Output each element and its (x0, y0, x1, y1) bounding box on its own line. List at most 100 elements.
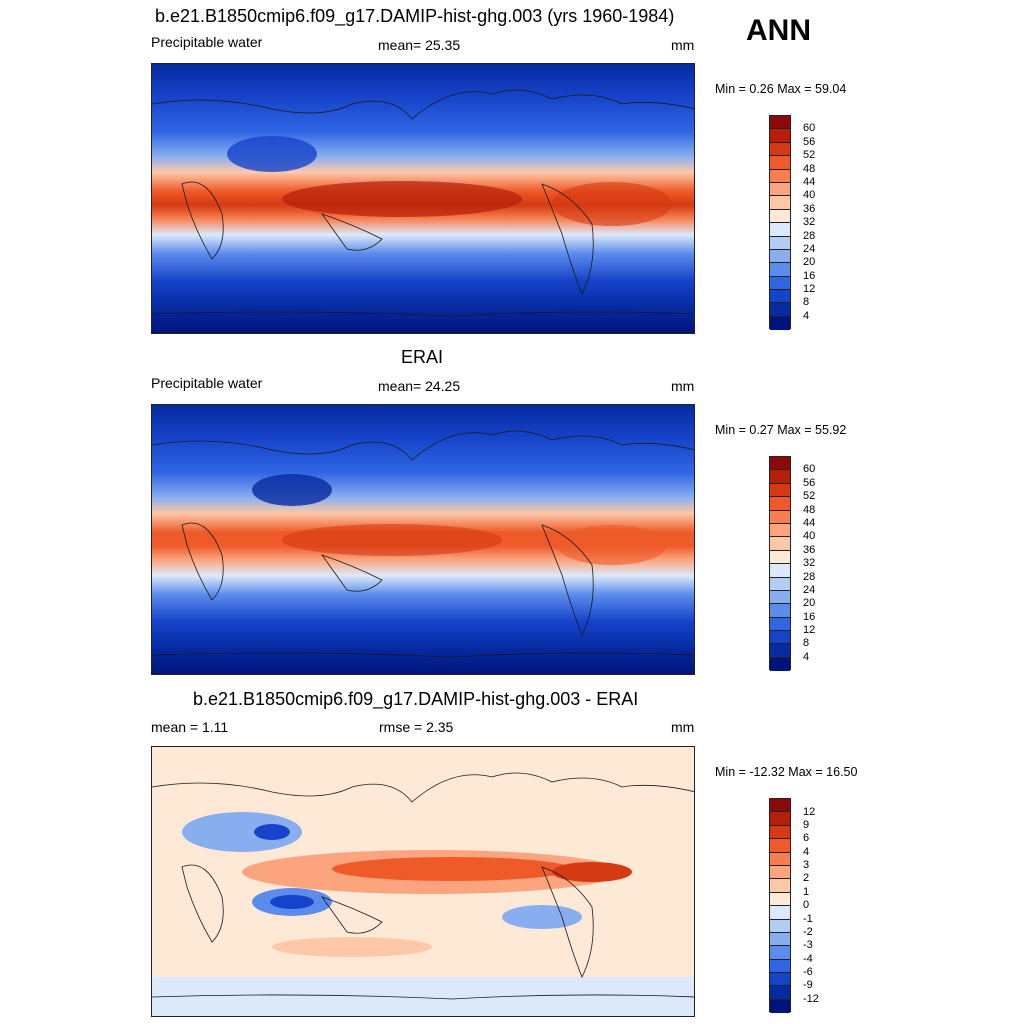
panel3-colorbar-bin (770, 892, 790, 907)
panel1-colorbar-tick: 48 (803, 163, 816, 175)
panel1-colorbar-tick: 60 (803, 122, 816, 134)
panel3-colorbar-bin (770, 799, 790, 813)
panel1-colorbar-tick: 24 (803, 243, 816, 255)
panel1-colorbar-bin (770, 196, 790, 210)
panel2-variable-label: Precipitable water (151, 375, 263, 391)
panel1-mean-label: mean= 25.35 (378, 37, 461, 53)
panel1-colorbar-tick: 32 (803, 216, 816, 228)
panel2-colorbar-tick: 12 (803, 624, 816, 636)
panel2-colorbar-tick: 40 (803, 530, 816, 542)
panel1-colorbar-tick: 28 (803, 230, 816, 242)
panel3-colorbar-bin (770, 825, 790, 840)
panel2-title: ERAI (401, 347, 444, 367)
panel3-colorbar-bin (770, 946, 790, 960)
panel3-colorbar-tick: 2 (803, 872, 810, 884)
panel1-colorbar-bin (770, 129, 790, 143)
panel3-colorbar-bin (770, 839, 790, 853)
panel1-units-label: mm (671, 37, 695, 53)
panel3-colorbar-tick: 12 (803, 806, 816, 818)
panel1-colorbar-bin (770, 116, 790, 130)
panel2-colorbar-tick: 48 (803, 504, 816, 516)
panel3-colorbar (769, 798, 791, 1014)
panel2-colorbar-bin (770, 631, 790, 645)
panel3-colorbar-tick: -9 (803, 979, 813, 991)
panel3-colorbar-tick: -2 (803, 926, 813, 938)
panel3-colorbar-bin (770, 959, 790, 974)
panel2-mean-label: mean= 24.25 (378, 378, 461, 394)
panel2-colorbar-bin (770, 470, 790, 484)
panel1-colorbar-tick: 44 (803, 176, 816, 188)
panel3-colorbar-bin (770, 986, 790, 1000)
panel1-colorbar-bin (770, 142, 790, 157)
panel1-colorbar-tick: 8 (803, 296, 810, 308)
panel1-colorbar-bin (770, 182, 790, 197)
panel3-colorbar-tick: -3 (803, 939, 813, 951)
panel3-colorbar-tick: 3 (803, 859, 810, 871)
panel2-units-label: mm (671, 378, 695, 394)
panel1-colorbar-bin (770, 169, 790, 183)
panel2-colorbar-bin (770, 617, 790, 632)
panel3-colorbar-tick: 1 (803, 886, 810, 898)
panel1-colorbar-bin (770, 249, 790, 264)
panel3-colorbar-tick: -6 (803, 966, 813, 978)
panel3-colorbar-tick: -1 (803, 913, 813, 925)
panel2-colorbar-bin (770, 644, 790, 658)
panel2-colorbar-bin (770, 483, 790, 498)
panel3-map-field (152, 747, 694, 1016)
panel1-colorbar (769, 115, 791, 331)
panel2-colorbar-tick: 20 (803, 597, 816, 609)
panel2-colorbar-tick: 52 (803, 490, 816, 502)
panel1-colorbar-tick: 16 (803, 270, 816, 282)
panel3-colorbar-tick: 9 (803, 819, 810, 831)
panel1-colorbar-bin (770, 263, 790, 277)
panel2-colorbar-bin (770, 457, 790, 471)
panel1-colorbar-tick: 20 (803, 256, 816, 268)
panel3-colorbar-tick: -4 (803, 953, 813, 965)
panel2-colorbar-bin (770, 497, 790, 511)
panel3-title: b.e21.B1850cmip6.f09_g17.DAMIP-hist-ghg.… (193, 689, 639, 709)
panel3-minmax-label: Min = -12.32 Max = 16.50 (715, 765, 858, 779)
season-label: ANN (746, 14, 811, 47)
panel1-title: b.e21.B1850cmip6.f09_g17.DAMIP-hist-ghg.… (155, 6, 675, 26)
panel2-colorbar-bin (770, 550, 790, 565)
panel3-mean-label: mean = 1.11 (151, 719, 229, 735)
panel2-map (151, 404, 695, 675)
panel1-minmax-label: Min = 0.26 Max = 59.04 (715, 82, 847, 96)
panel1-colorbar-tick: 4 (803, 310, 810, 322)
panel2-colorbar-tick: 32 (803, 557, 816, 569)
panel2-colorbar-tick: 4 (803, 651, 810, 663)
panel1-colorbar-bin (770, 276, 790, 291)
panel1-colorbar-bin (770, 156, 790, 170)
panel2-colorbar-tick: 16 (803, 611, 816, 623)
panel1-colorbar-bin (770, 303, 790, 317)
panel2-colorbar-tick: 56 (803, 477, 816, 489)
panel3-colorbar-tick: 4 (803, 846, 810, 858)
panel3-colorbar-bin (770, 865, 790, 880)
panel2-colorbar-bin (770, 657, 790, 672)
panel2-minmax-label: Min = 0.27 Max = 55.92 (715, 423, 847, 437)
panel3-colorbar-tick: 6 (803, 832, 810, 844)
panel2-colorbar-tick: 28 (803, 571, 816, 583)
panel3-colorbar-bin (770, 852, 790, 866)
panel1-colorbar-tick: 52 (803, 149, 816, 161)
panel1-colorbar-tick: 36 (803, 203, 816, 215)
panel2-colorbar-bin (770, 523, 790, 538)
panel2-colorbar-tick: 24 (803, 584, 816, 596)
panel3-colorbar-bin (770, 906, 790, 920)
panel1-colorbar-bin (770, 209, 790, 224)
panel2-colorbar-bin (770, 604, 790, 618)
panel1-variable-label: Precipitable water (151, 34, 263, 50)
panel2-colorbar-bin (770, 590, 790, 605)
panel3-colorbar-bin (770, 973, 790, 987)
panel2-colorbar (769, 456, 791, 672)
panel2-colorbar-bin (770, 577, 790, 591)
panel2-colorbar-tick: 36 (803, 544, 816, 556)
panel1-colorbar-bin (770, 316, 790, 331)
panel2-colorbar-bin (770, 564, 790, 578)
panel3-rmse-label: rmse = 2.35 (379, 719, 454, 735)
panel3-colorbar-bin (770, 932, 790, 947)
panel1-map (151, 63, 695, 334)
panel2-colorbar-bin (770, 510, 790, 524)
panel3-colorbar-bin (770, 999, 790, 1014)
panel3-colorbar-tick: 0 (803, 899, 810, 911)
